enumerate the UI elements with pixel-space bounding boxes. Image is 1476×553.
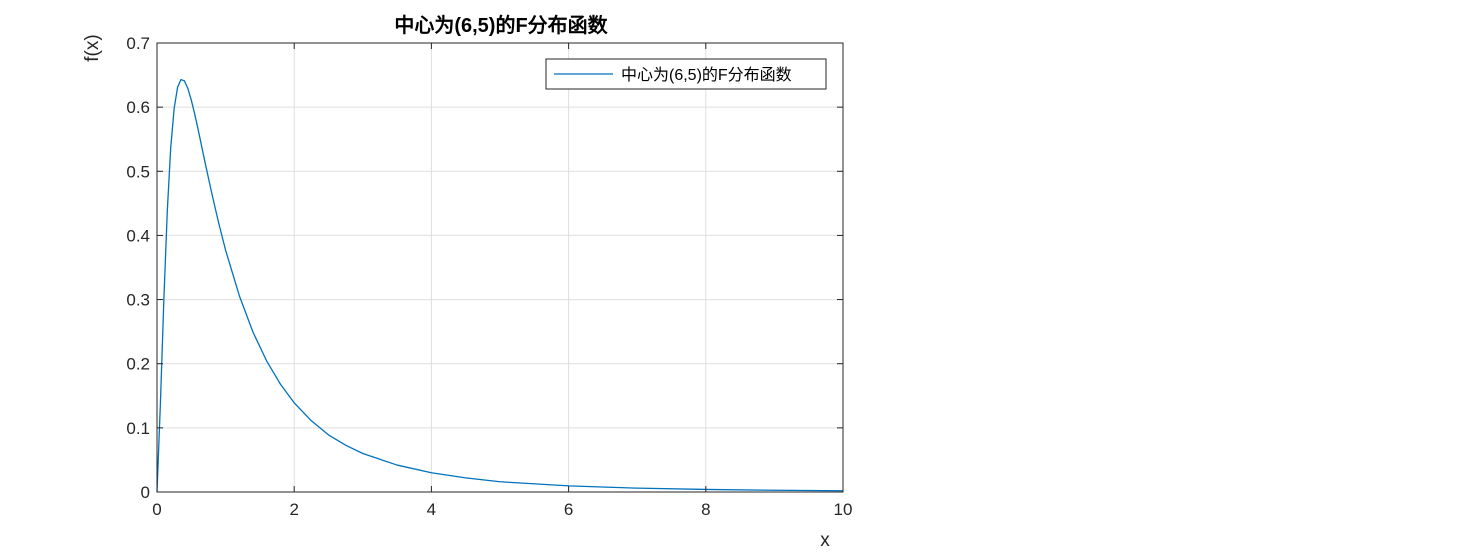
x-tick-labels: 0 2 4 6 8 10 — [152, 500, 852, 519]
tick-marks — [156, 42, 844, 493]
grid-lines — [157, 43, 843, 492]
x-tick-label: 8 — [701, 500, 710, 519]
series-layer — [156, 78, 844, 493]
x-tick-label: 4 — [427, 500, 436, 519]
y-tick-label: 0.7 — [126, 34, 150, 53]
chart-title: 中心为(6,5)的F分布函数 — [394, 13, 608, 37]
y-tick-labels: 0 0.1 0.2 0.3 0.4 0.5 0.6 0.7 — [126, 34, 150, 502]
x-axis-label: x — [820, 530, 830, 551]
legend: 中心为(6,5)的F分布函数 — [545, 58, 827, 90]
y-axis-label: f(x) — [82, 34, 103, 61]
plot-area — [157, 43, 843, 492]
x-tick-label: 2 — [289, 500, 298, 519]
y-tick-label: 0.1 — [126, 419, 150, 438]
plot-box — [156, 42, 844, 493]
x-tick-label: 6 — [564, 500, 573, 519]
y-tick-label: 0.3 — [126, 291, 150, 310]
series-line — [156, 78, 844, 493]
y-tick-label: 0.4 — [126, 226, 150, 245]
y-tick-label: 0.5 — [126, 162, 150, 181]
y-tick-label: 0 — [141, 483, 150, 502]
y-tick-label: 0.6 — [126, 98, 150, 117]
x-tick-label: 0 — [152, 500, 161, 519]
y-tick-label: 0.2 — [126, 355, 150, 374]
legend-entry-label: 中心为(6,5)的F分布函数 — [621, 66, 792, 84]
x-tick-label: 10 — [834, 500, 853, 519]
